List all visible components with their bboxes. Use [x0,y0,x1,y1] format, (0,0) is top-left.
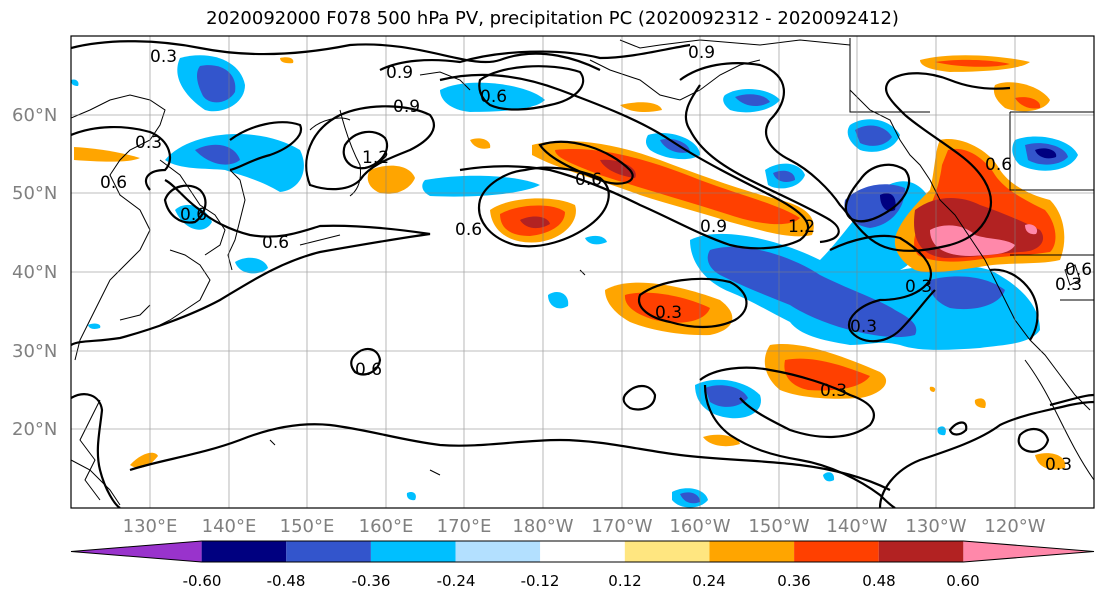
lon-axis: 130°E 140°E 150°E 160°E 170°E 180°W 170°… [123,516,1046,537]
contour-label: 0.6 [1065,260,1092,280]
colorbar-swatch [71,541,202,562]
contour-label: 0.3 [905,277,932,297]
contour-label: 0.3 [1045,455,1072,475]
colorbar-tick-label: -0.48 [267,572,306,590]
contour-label: 1.2 [362,148,389,168]
lon-tick-label: 140°W [826,516,887,537]
colorbar-tick-label: 0.48 [862,572,895,590]
contour-label: 0.3 [655,303,682,323]
lat-axis: 60°N 50°N 40°N 30°N 20°N [12,105,57,440]
contour-label: 0.6 [180,205,207,225]
colorbar-tick-label: -0.12 [521,572,560,590]
colorbar-swatch [709,541,795,562]
colorbar-swatch [286,541,371,562]
colorbar-tick-label: 0.60 [946,572,979,590]
colorbar-tick-label: -0.36 [352,572,391,590]
contour-label: 0.6 [262,233,289,253]
lat-tick-label: 40°N [12,262,57,283]
colorbar-labels: -0.60 -0.48 -0.36 -0.24 -0.12 0.12 0.24 … [183,572,980,590]
lat-tick-label: 30°N [12,341,57,362]
colorbar-tick-label: -0.24 [437,572,476,590]
lat-tick-label: 60°N [12,105,57,126]
colorbar-outline [70,540,1095,563]
map-area: 0.3 0.9 0.9 0.6 0.9 0.3 0.6 1.2 0.6 0.6 … [71,36,1094,508]
map-frame [70,35,1095,509]
lat-tick-label: 20°N [12,419,57,440]
lon-tick-label: 170°W [591,516,652,537]
colorbar-swatch [370,541,456,562]
colorbar-tick-label: -0.60 [183,572,222,590]
coastlines [71,38,1094,506]
lon-tick-label: 120°W [984,516,1045,537]
contour-label: 0.6 [355,360,382,380]
contour-label: 1.2 [788,217,815,237]
colorbar-tick-label: 0.24 [692,572,725,590]
contour-label: 0.3 [150,47,177,67]
contour-label: 0.9 [393,97,420,117]
lon-tick-label: 150°W [748,516,809,537]
contour-label: 0.3 [850,317,877,337]
pv-contours [71,40,1094,508]
lon-tick-label: 160°W [669,516,730,537]
colorbar-swatch [624,541,710,562]
colorbar-tick-label: 0.36 [777,572,810,590]
contour-label: 0.9 [700,217,727,237]
contour-label: 0.6 [985,155,1012,175]
lon-tick-label: 180°W [512,516,573,537]
lon-tick-label: 130°W [905,516,966,537]
contour-label: 0.3 [135,133,162,153]
graticule [71,36,1094,508]
precip-shading [71,55,1078,508]
contour-labels: 0.3 0.9 0.9 0.6 0.9 0.3 0.6 1.2 0.6 0.6 … [100,43,1092,475]
contour-label: 0.9 [386,63,413,83]
contour-label: 0.9 [688,43,715,63]
colorbar-swatch [963,541,1094,562]
contour-label: 0.3 [1055,275,1082,295]
lon-tick-label: 170°E [437,516,492,537]
colorbar-swatch [794,541,879,562]
contour-label: 0.3 [820,381,847,401]
contour-label: 0.6 [575,170,602,190]
colorbar-swatch [878,541,964,562]
colorbar-swatch [455,541,541,562]
map-title: 2020092000 F078 500 hPa PV, precipitatio… [206,8,899,29]
lat-tick-label: 50°N [12,183,57,204]
colorbar-swatch [540,541,625,562]
contour-label: 0.6 [100,173,127,193]
colorbar-tick-label: 0.12 [608,572,641,590]
colorbar-swatch [201,541,287,562]
lon-tick-label: 150°E [280,516,335,537]
contour-label: 0.6 [455,220,482,240]
colorbar [70,540,1095,563]
lon-tick-label: 160°E [359,516,414,537]
lon-tick-label: 140°E [202,516,257,537]
lon-tick-label: 130°E [123,516,178,537]
contour-label: 0.6 [480,87,507,107]
